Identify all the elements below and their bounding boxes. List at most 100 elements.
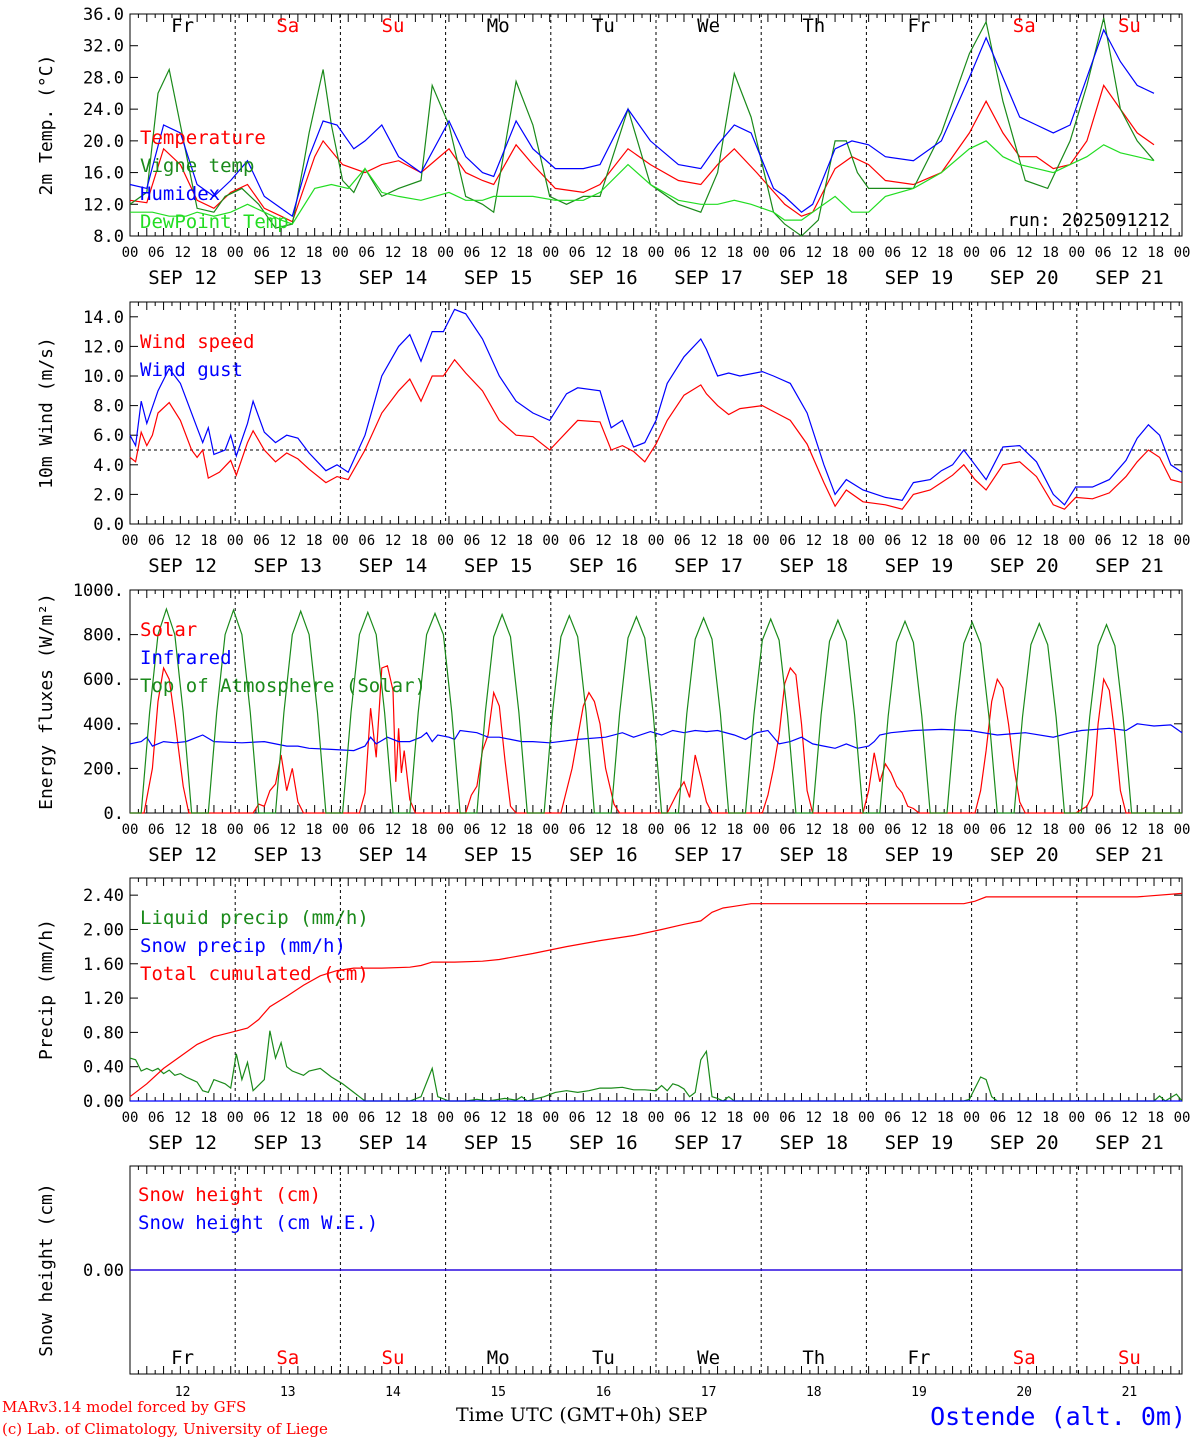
hour-label: 00 <box>437 1110 454 1126</box>
hour-label: 18 <box>937 533 954 549</box>
legend-entry: Top of Atmosphere (Solar) <box>140 675 426 697</box>
hour-label: 12 <box>279 533 296 549</box>
y-tick-label: 12.0 <box>83 195 124 215</box>
hour-label: 00 <box>648 1110 665 1126</box>
hour-label: 06 <box>884 822 901 838</box>
y-tick-label: 600. <box>83 670 124 690</box>
hour-label: 18 <box>200 1110 217 1126</box>
hour-label: 18 <box>411 1110 428 1126</box>
hour-label: 00 <box>1174 533 1191 549</box>
hour-label: 12 <box>805 822 822 838</box>
y-axis-label: Energy fluxes (W/m²) <box>36 593 57 810</box>
hour-label: 12 <box>1016 1110 1033 1126</box>
date-label: SEP 18 <box>779 267 848 289</box>
y-tick-label: 16.0 <box>83 164 124 184</box>
date-label: SEP 18 <box>779 1132 848 1154</box>
hour-label: 06 <box>884 245 901 261</box>
hour-label: 12 <box>805 1110 822 1126</box>
y-tick-label: 20.0 <box>83 132 124 152</box>
hour-label: 12 <box>490 533 507 549</box>
hour-label: 06 <box>569 245 586 261</box>
hour-label: 12 <box>595 822 612 838</box>
hour-label: 00 <box>858 822 875 838</box>
hour-label: 12 <box>1121 533 1138 549</box>
date-label: SEP 14 <box>359 267 428 289</box>
hour-label: 06 <box>569 822 586 838</box>
hour-label: 06 <box>674 822 691 838</box>
date-label: SEP 15 <box>464 1132 533 1154</box>
date-label: SEP 19 <box>885 555 954 577</box>
date-label: SEP 12 <box>148 267 217 289</box>
series-line-infrared <box>129 723 1183 752</box>
hour-label: 00 <box>542 1110 559 1126</box>
y-tick-label: 2.0 <box>93 485 124 505</box>
day-number: 14 <box>385 1385 401 1400</box>
date-label: SEP 14 <box>359 555 428 577</box>
date-label: SEP 12 <box>148 1132 217 1154</box>
hour-label: 18 <box>306 533 323 549</box>
y-tick-label: 0.0 <box>93 515 124 535</box>
date-label: SEP 19 <box>885 1132 954 1154</box>
hour-label: 00 <box>227 822 244 838</box>
day-number: 17 <box>701 1385 717 1400</box>
y-tick-label: 36.0 <box>83 5 124 25</box>
hour-label: 18 <box>621 533 638 549</box>
date-label: SEP 15 <box>464 267 533 289</box>
hour-label: 12 <box>911 533 928 549</box>
hour-label: 18 <box>306 1110 323 1126</box>
hour-label: 18 <box>516 822 533 838</box>
day-name: We <box>697 15 720 37</box>
hour-label: 00 <box>122 533 139 549</box>
hour-label: 06 <box>989 822 1006 838</box>
hour-label: 12 <box>1016 822 1033 838</box>
hour-label: 18 <box>832 245 849 261</box>
hour-label: 06 <box>148 1110 165 1126</box>
hour-label: 12 <box>1121 245 1138 261</box>
hour-label: 00 <box>542 822 559 838</box>
hour-label: 00 <box>227 533 244 549</box>
hour-label: 18 <box>621 822 638 838</box>
legend-entry: Wind speed <box>140 331 254 353</box>
hour-label: 12 <box>490 1110 507 1126</box>
day-name: Fr <box>171 15 194 37</box>
hour-label: 06 <box>674 533 691 549</box>
hour-label: 00 <box>753 245 770 261</box>
hour-label: 12 <box>595 245 612 261</box>
date-label: SEP 21 <box>1095 267 1164 289</box>
y-tick-label: 1.60 <box>83 955 124 975</box>
hour-label: 00 <box>1174 1110 1191 1126</box>
legend-entry: Snow height (cm) <box>138 1184 321 1206</box>
hour-label: 00 <box>332 533 349 549</box>
hour-label: 00 <box>122 822 139 838</box>
hour-label: 06 <box>779 533 796 549</box>
hour-label: 00 <box>648 822 665 838</box>
date-label: SEP 18 <box>779 844 848 866</box>
day-name: Sa <box>276 1347 299 1369</box>
hour-label: 12 <box>805 245 822 261</box>
legend-entry: Wind gust <box>140 359 243 381</box>
y-tick-label: 14.0 <box>83 308 124 328</box>
hour-label: 18 <box>726 822 743 838</box>
date-label: SEP 13 <box>253 844 322 866</box>
hour-label: 12 <box>595 1110 612 1126</box>
x-axis-title: Time UTC (GMT+0h) SEP <box>456 1404 708 1426</box>
legend-entry: Solar <box>140 619 197 641</box>
hour-label: 00 <box>753 1110 770 1126</box>
hour-label: 06 <box>463 533 480 549</box>
y-tick-label: 0.40 <box>83 1058 124 1078</box>
date-label: SEP 21 <box>1095 844 1164 866</box>
hour-label: 06 <box>1095 822 1112 838</box>
hour-label: 18 <box>200 533 217 549</box>
panel-1: 36.0 32.0 28.0 24.0 20.0 16.0 12.0 8.0 2m Temp. … <box>36 5 1190 289</box>
day-name: Sa <box>1013 15 1036 37</box>
hour-label: 00 <box>1174 245 1191 261</box>
day-name: Fr <box>171 1347 194 1369</box>
day-name: Sa <box>1013 1347 1036 1369</box>
y-axis-label: 2m Temp. (°C) <box>36 55 57 196</box>
series-line-wind-speed <box>129 358 1183 510</box>
series-line-humidex <box>129 28 1155 218</box>
panel-4: 2.40 2.00 1.60 1.20 0.80 0.40 0.00 Precip (mm/h… <box>36 877 1191 1154</box>
hour-label: 06 <box>1095 245 1112 261</box>
day-name: Mo <box>487 15 510 37</box>
